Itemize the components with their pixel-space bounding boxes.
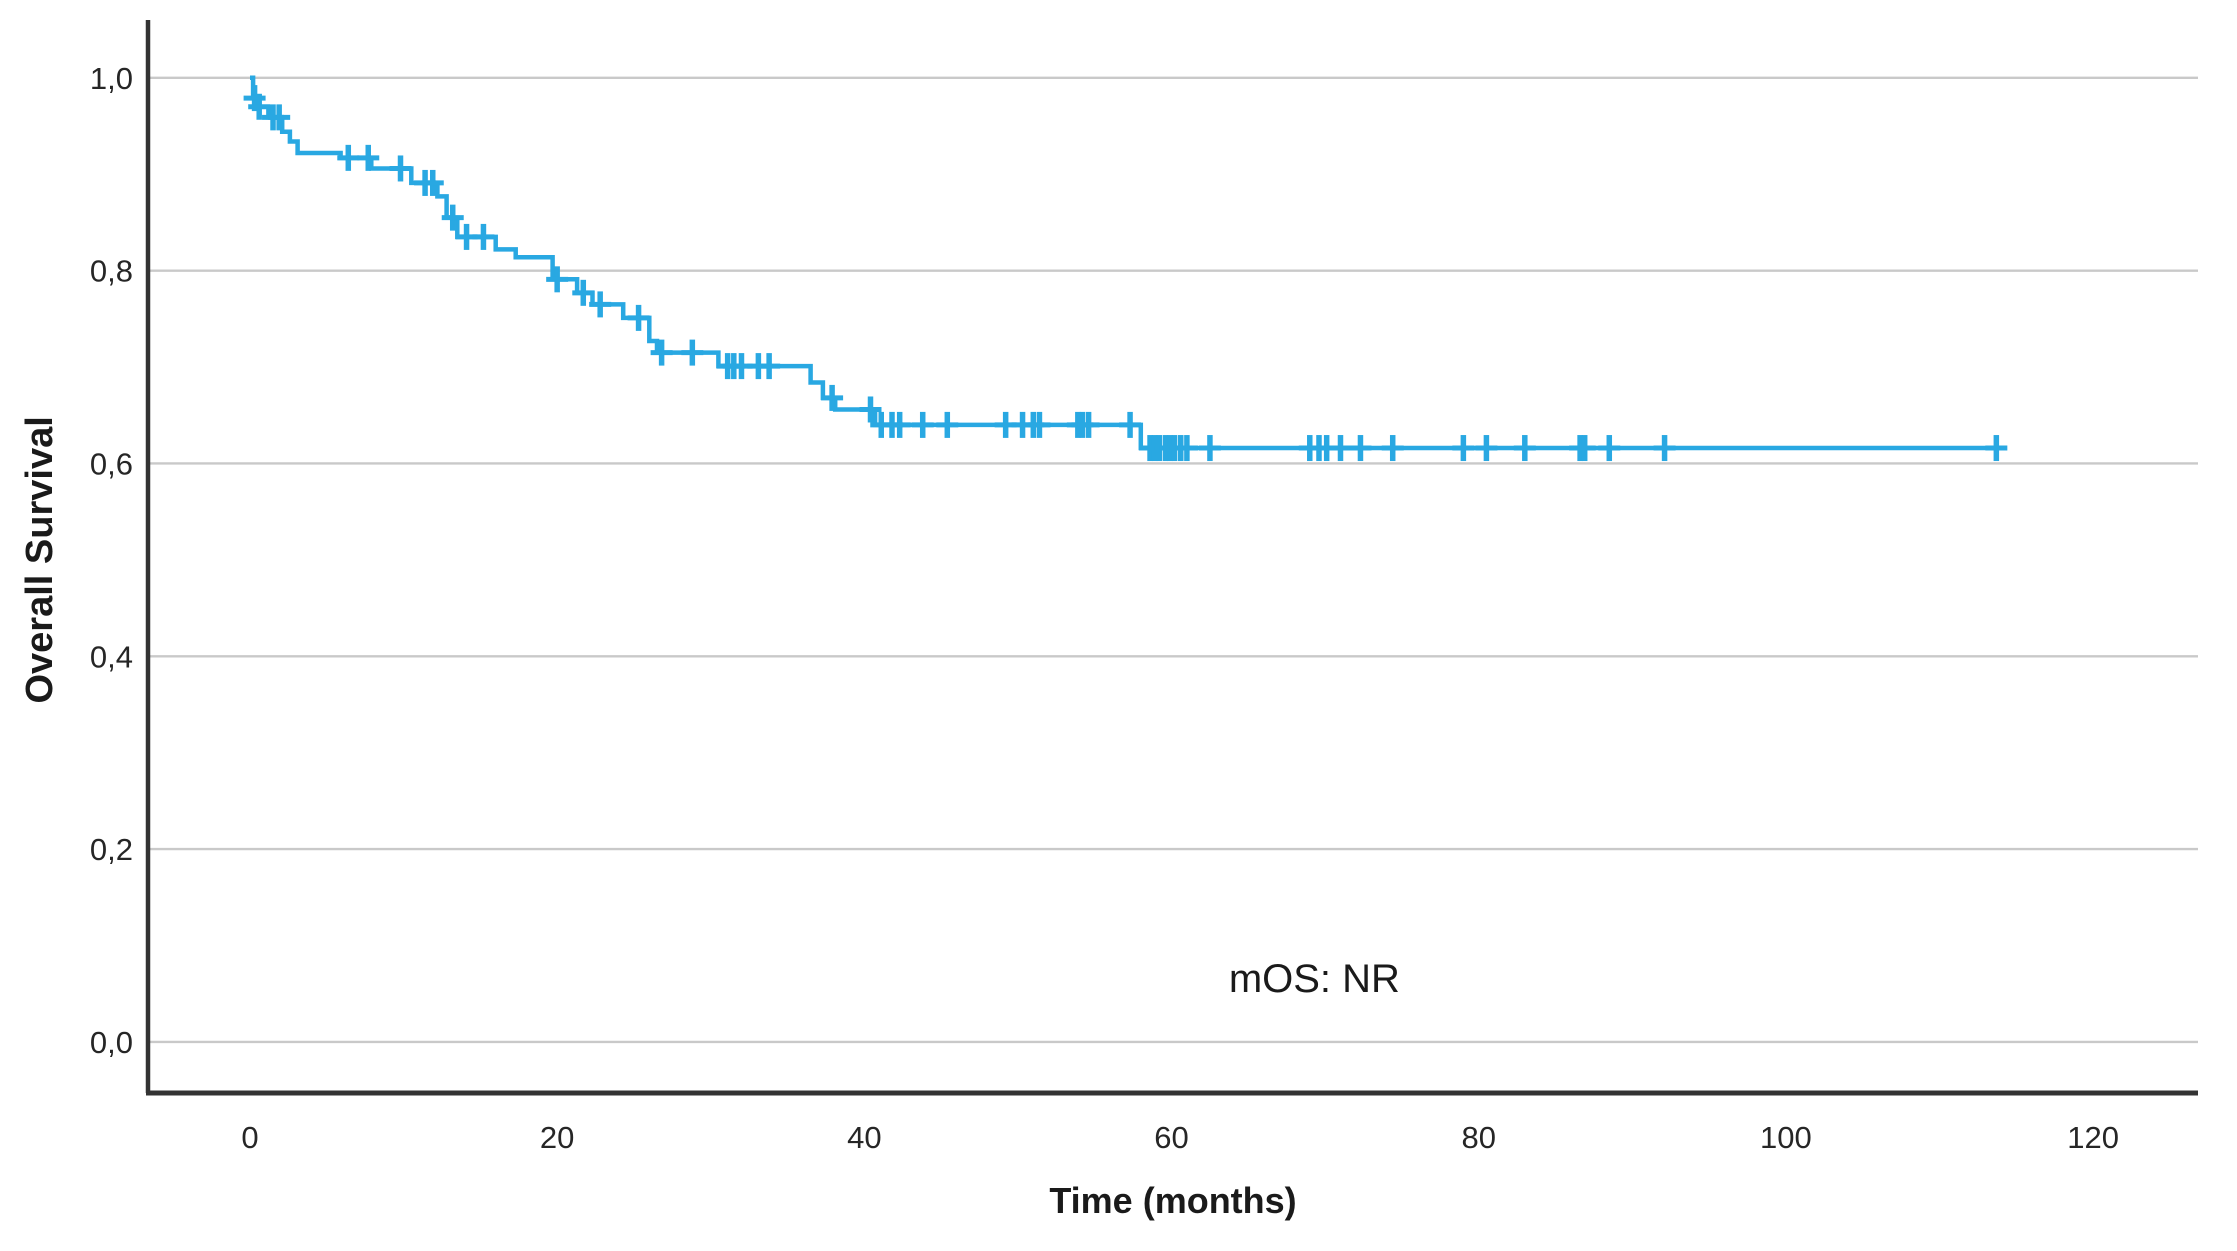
y-tick-label: 0,8 [90,254,133,289]
x-tick-label: 120 [2067,1120,2119,1155]
x-tick-label: 60 [1154,1120,1188,1155]
y-tick-label: 0,2 [90,832,133,867]
y-tick-label: 0,0 [90,1025,133,1060]
y-tick-label: 1,0 [90,61,133,96]
x-tick-label: 40 [847,1120,881,1155]
y-tick-label: 0,4 [90,639,133,674]
x-tick-label: 20 [540,1120,574,1155]
x-tick-label: 80 [1461,1120,1495,1155]
y-tick-label: 0,6 [90,446,133,481]
y-axis-title: Overall Survival [19,416,61,703]
annotation-mos: mOS: NR [1229,957,1400,1001]
km-curve [250,75,1998,451]
x-tick-label: 0 [241,1120,258,1155]
x-axis-title: Time (months) [1049,1180,1296,1221]
x-tick-label: 100 [1760,1120,1812,1155]
